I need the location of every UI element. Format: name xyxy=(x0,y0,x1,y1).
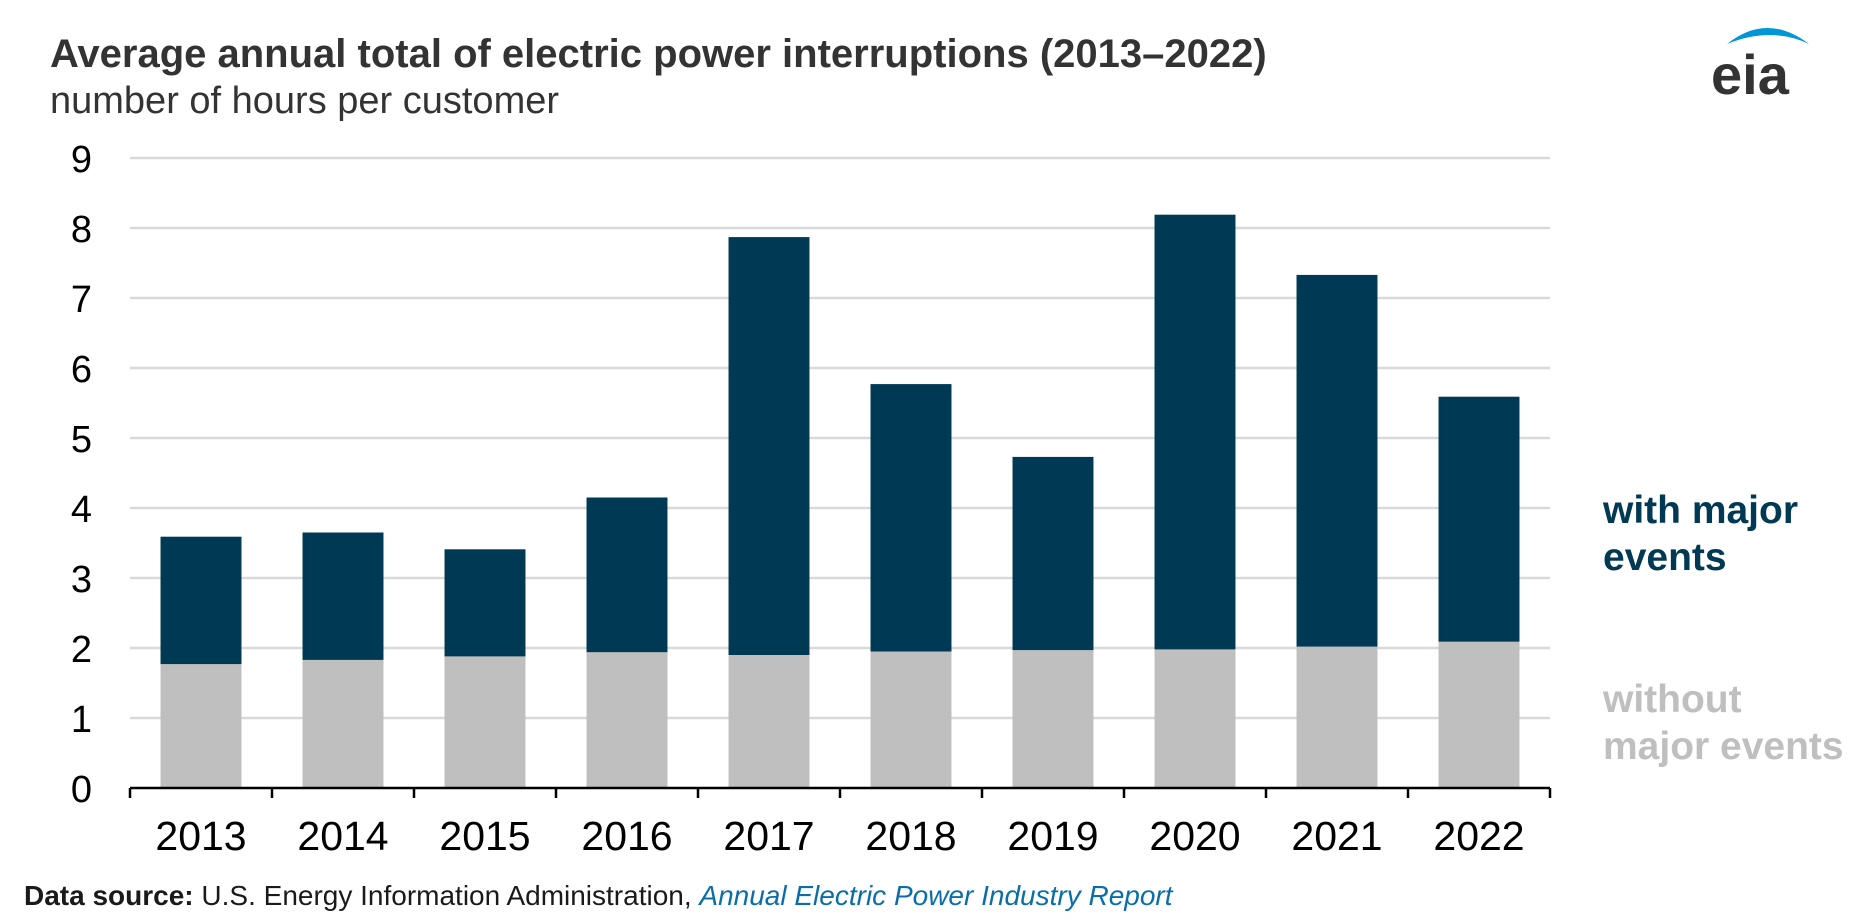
bar-with-major-events-2018 xyxy=(870,384,952,652)
data-source-footer: Data source: U.S. Energy Information Adm… xyxy=(24,880,1173,912)
y-tick-label: 0 xyxy=(71,769,92,811)
x-axis xyxy=(128,786,1552,798)
eia-logo-swoosh xyxy=(1727,28,1809,44)
legend-with-major-events-line2: events xyxy=(1603,536,1727,579)
bar-with-major-events-2013 xyxy=(160,536,242,665)
y-tick-label: 5 xyxy=(71,419,92,461)
bar-with-major-events-2016 xyxy=(586,497,668,653)
x-tick-label: 2021 xyxy=(1291,813,1382,859)
bar-with-major-events-2017 xyxy=(728,237,810,655)
legend-with-major-events: with major events xyxy=(1603,487,1798,581)
legend-with-major-events-line1: with major xyxy=(1603,489,1799,532)
data-source-text: U.S. Energy Information Administration, xyxy=(201,880,700,911)
y-tick-label: 9 xyxy=(71,139,92,181)
bar-with-major-events-2014 xyxy=(302,532,384,660)
x-tick-label: 2014 xyxy=(297,813,388,859)
x-tick-label: 2013 xyxy=(155,813,246,859)
x-tick-label: 2018 xyxy=(865,813,956,859)
x-tick-label: 2022 xyxy=(1433,813,1524,859)
bar-without-major-events-2016 xyxy=(586,652,668,788)
bar-without-major-events-2019 xyxy=(1012,650,1094,788)
y-tick-label: 4 xyxy=(71,489,92,531)
x-tick-label: 2020 xyxy=(1149,813,1240,859)
legend-without-major-events-line2: major events xyxy=(1603,725,1844,768)
bar-with-major-events-2020 xyxy=(1154,214,1236,650)
y-tick-label: 2 xyxy=(71,629,92,671)
bar-without-major-events-2017 xyxy=(728,655,810,788)
x-tick-label: 2017 xyxy=(723,813,814,859)
legend-without-major-events-line1: without xyxy=(1603,678,1742,721)
bar-without-major-events-2014 xyxy=(302,659,384,788)
eia-logo-icon: eia xyxy=(1711,28,1809,100)
bar-without-major-events-2021 xyxy=(1296,646,1378,788)
bar-with-major-events-2019 xyxy=(1012,456,1094,651)
y-tick-label: 7 xyxy=(71,279,92,321)
bar-with-major-events-2015 xyxy=(444,549,526,657)
legend-without-major-events: without major events xyxy=(1603,676,1844,770)
y-tick-label: 6 xyxy=(71,349,92,391)
x-tick-label: 2015 xyxy=(439,813,530,859)
bar-without-major-events-2018 xyxy=(870,651,952,788)
y-tick-label: 3 xyxy=(71,559,92,601)
eia-logo-text: eia xyxy=(1711,43,1790,100)
y-tick-label: 8 xyxy=(71,209,92,251)
y-axis-ticks: 0 1 2 3 4 5 6 7 8 9 xyxy=(71,139,92,811)
chart-title: Average annual total of electric power i… xyxy=(50,32,1267,76)
bar-without-major-events-2015 xyxy=(444,656,526,788)
bar-without-major-events-2013 xyxy=(160,664,242,788)
bar-without-major-events-2020 xyxy=(1154,649,1236,788)
bars xyxy=(160,214,1520,788)
data-source-label: Data source: xyxy=(24,880,194,911)
chart-subtitle: number of hours per customer xyxy=(50,80,560,122)
x-tick-label: 2016 xyxy=(581,813,672,859)
bar-without-major-events-2022 xyxy=(1438,641,1520,788)
x-tick-label: 2019 xyxy=(1007,813,1098,859)
y-tick-label: 1 xyxy=(71,699,92,741)
x-axis-ticks: 2013 2014 2015 2016 2017 2018 2019 2020 2021 2022 xyxy=(155,813,1524,859)
bar-with-major-events-2022 xyxy=(1438,396,1520,642)
data-source-link[interactable]: Annual Electric Power Industry Report xyxy=(699,880,1173,911)
bar-with-major-events-2021 xyxy=(1296,274,1378,647)
